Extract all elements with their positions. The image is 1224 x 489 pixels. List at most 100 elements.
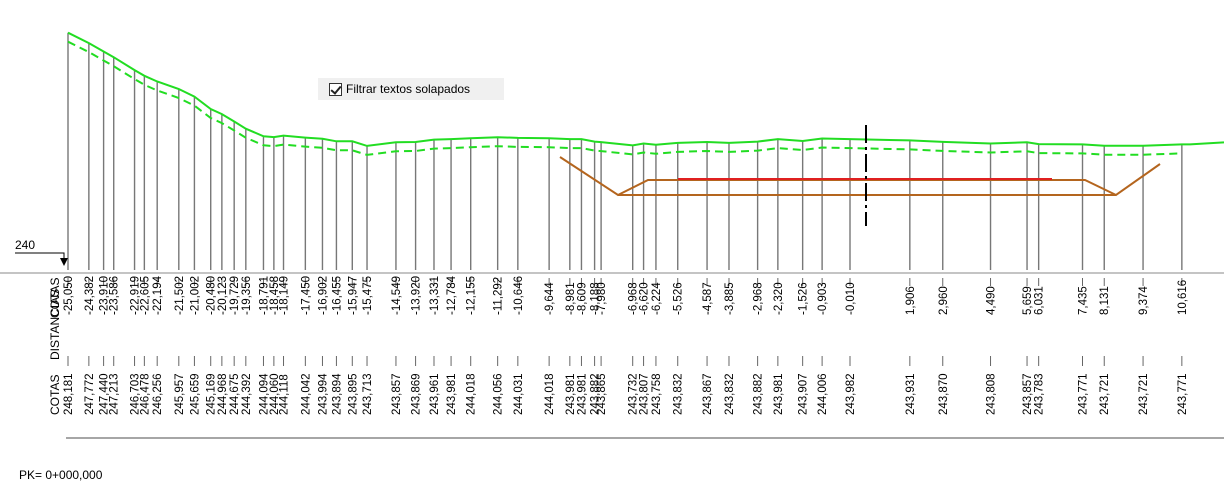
- distance-value: -0,010: [845, 282, 857, 315]
- distance-value: -22,605: [139, 276, 151, 315]
- elevation-value: 243,867: [702, 373, 714, 415]
- distance-value: -22,194: [152, 275, 164, 315]
- distance-value: -6,620: [639, 282, 651, 315]
- distance-value: -8,609: [576, 282, 588, 315]
- distance-value: -9,644: [544, 282, 556, 315]
- distance-value: -19,356: [241, 276, 253, 315]
- elevation-value: 243,895: [347, 373, 359, 415]
- elevation-value: 244,031: [513, 373, 525, 415]
- elevation-value: 243,981: [576, 373, 588, 415]
- elevation-value: 244,056: [493, 373, 505, 415]
- elevation-value: 243,783: [1034, 373, 1046, 415]
- distance-value: 1,906: [905, 286, 917, 315]
- distance-value: -17,450: [300, 276, 312, 315]
- elevation-value: 244,968: [217, 373, 229, 415]
- elevation-value: 243,758: [651, 373, 663, 415]
- elevation-value: 243,865: [596, 373, 608, 415]
- distance-value: -15,475: [362, 276, 374, 315]
- distance-value: -18,149: [279, 276, 291, 315]
- elevation-value: 243,832: [724, 373, 736, 415]
- elevation-value: 248,181: [63, 373, 75, 415]
- elevation-value: 243,894: [331, 373, 343, 415]
- filter-overlap-toggle[interactable]: Filtrar textos solapados: [318, 78, 504, 100]
- elevation-value: 243,808: [986, 373, 998, 415]
- distance-value: -2,320: [773, 282, 785, 315]
- elevation-value: 246,256: [152, 373, 164, 415]
- distance-value: -16,455: [331, 276, 343, 315]
- elevation-value: 244,018: [544, 373, 556, 415]
- elevation-value: 243,882: [753, 373, 765, 415]
- elevation-value: 243,882: [590, 373, 602, 415]
- elevation-value: 247,440: [99, 373, 111, 415]
- distance-value: -3,885: [724, 282, 736, 315]
- distance-value: -15,947: [347, 276, 359, 315]
- distance-value: -20,480: [206, 276, 218, 315]
- elevation-value: 244,006: [817, 373, 829, 415]
- elevation-value: 244,042: [300, 373, 312, 415]
- distance-value: -25,050: [63, 276, 75, 315]
- row-label-cotas: COTAS: [48, 278, 62, 318]
- distance-value: -13,920: [411, 276, 423, 315]
- distance-value: -10,646: [513, 276, 525, 315]
- distance-value: -21,502: [174, 276, 186, 315]
- elevation-value: 244,118: [279, 374, 291, 415]
- elevation-value: 243,870: [938, 373, 950, 415]
- distance-value: -16,902: [317, 276, 329, 315]
- elevation-value: 243,771: [1177, 373, 1189, 415]
- elevation-value: 246,703: [130, 373, 142, 415]
- distance-value: 6,031: [1034, 286, 1046, 315]
- checkbox-checked-icon[interactable]: [329, 82, 342, 96]
- elevation-value: 243,961: [429, 373, 441, 415]
- distance-value: -19,729: [229, 276, 241, 315]
- distance-value: -12,155: [466, 276, 478, 315]
- elevation-value: 243,732: [628, 373, 640, 415]
- distance-value: -13,331: [429, 276, 441, 315]
- distance-value: -1,526: [798, 282, 810, 315]
- distance-value: -8,981: [565, 282, 577, 315]
- distance-value: -11,292: [493, 277, 505, 315]
- elevation-value: 243,857: [1022, 373, 1034, 415]
- distance-value: 4,490: [986, 286, 998, 315]
- elevation-value: 245,659: [189, 373, 201, 415]
- distance-value: -2,968: [753, 282, 765, 315]
- filter-checkbox-label: Filtrar textos solapados: [346, 82, 471, 96]
- elevation-value: 243,721: [1099, 373, 1111, 415]
- elevation-value: 243,981: [446, 373, 458, 415]
- distance-value: -23,910: [99, 276, 111, 315]
- distance-value: 7,435: [1078, 286, 1090, 315]
- distance-value: 10,616: [1177, 280, 1189, 315]
- elevation-value: 245,957: [174, 373, 186, 415]
- distance-value: -18,458: [269, 276, 281, 315]
- distance-value: -22,919: [130, 276, 142, 315]
- distance-value: -12,784: [446, 275, 458, 315]
- distance-value: -24,382: [84, 276, 96, 315]
- elevation-value: 243,832: [673, 373, 685, 415]
- distance-value: -14,549: [391, 276, 403, 315]
- row-label-distancias: DISTANCIAS: [48, 289, 62, 360]
- elevation-value: 243,982: [845, 373, 857, 415]
- elevation-value: 243,869: [411, 373, 423, 415]
- elevation-value: 244,094: [258, 373, 270, 415]
- elevation-value: 243,981: [773, 373, 785, 415]
- terrain-offset-line: [67, 40, 1182, 156]
- distance-value: -23,586: [109, 276, 121, 315]
- elevation-value: 247,213: [109, 373, 121, 415]
- distance-value: -21,002: [189, 276, 201, 315]
- elevation-value: 243,994: [317, 373, 329, 415]
- elevation-value: 244,675: [229, 373, 241, 415]
- distance-value: 5,659: [1022, 286, 1034, 315]
- distance-value: -6,224: [651, 282, 663, 315]
- elevation-value: 243,771: [1078, 373, 1090, 415]
- distance-value: -7,980: [596, 282, 608, 315]
- reference-arrow-icon: [60, 258, 68, 266]
- distance-value: -5,526: [673, 282, 685, 315]
- distance-value: 2,960: [938, 286, 950, 315]
- row-label-cotas: COTAS: [48, 375, 62, 415]
- elevation-value: 244,392: [241, 373, 253, 415]
- distance-value: -4,587: [702, 282, 714, 315]
- distance-value: -8,188: [590, 282, 602, 315]
- distance-value: 8,131: [1099, 286, 1111, 315]
- elevation-value: 244,060: [269, 373, 281, 415]
- distance-value: -6,968: [628, 282, 640, 315]
- distance-value: -0,903: [817, 282, 829, 315]
